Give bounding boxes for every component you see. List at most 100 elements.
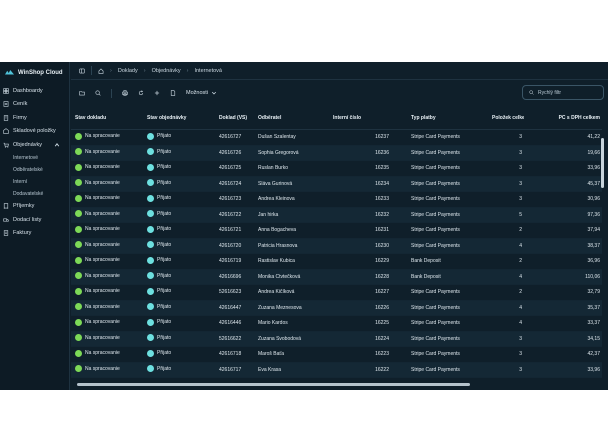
- brand[interactable]: WinShop Cloud: [5, 67, 63, 79]
- quick-filter-placeholder: Rychlý filtr: [538, 89, 562, 96]
- column-header-typ-platby[interactable]: Typ platby: [411, 114, 436, 121]
- table-row[interactable]: Na spracovanie Přijato 52616623 Andrea Kičí…: [71, 285, 602, 301]
- status-text: Na spracovanie: [85, 210, 120, 217]
- cell-stav-objednavky: Přijato: [143, 334, 215, 343]
- refresh-icon[interactable]: [138, 90, 144, 96]
- table-row[interactable]: Na spracovanie Přijato 42616718 Maroš Baťa 1…: [71, 347, 602, 363]
- brand-logo-icon: [5, 70, 14, 75]
- cell-pc-s-dph: 30,96: [587, 196, 600, 203]
- breadcrumb-item[interactable]: Doklady: [117, 67, 138, 74]
- status-text: Na spracovanie: [85, 195, 120, 202]
- status-dot-icon: [75, 148, 82, 156]
- cell-polozek-celkem: 3: [519, 134, 522, 141]
- order-status-dot-icon: [147, 148, 154, 156]
- order-status-dot-icon: [147, 318, 154, 326]
- sidebar-item-prijemky[interactable]: Příjemky: [0, 200, 70, 214]
- cell-stav-objednavky: Přijato: [143, 194, 215, 204]
- cell-odberatel: Andrea Kičíková: [258, 289, 295, 296]
- breadcrumb-separator: ›: [143, 67, 146, 74]
- cell-polozek-celkem: 3: [519, 149, 522, 156]
- breadcrumb: › Doklady › Objednávky › Internetová: [71, 62, 608, 80]
- sidebar-subitem-odberatelske[interactable]: Odběratelské: [13, 166, 43, 173]
- sidebar-item-label: Skladové položky: [13, 128, 56, 135]
- cell-doklad: 42616721: [219, 227, 242, 234]
- column-header-stav-objednavky[interactable]: Stav objednávky: [147, 114, 187, 121]
- add-icon[interactable]: [154, 90, 160, 96]
- status-dot-icon: [75, 318, 82, 326]
- table-row[interactable]: Na spracovanie Přijato 52616622 Zuzana Svob…: [71, 331, 602, 347]
- home-icon[interactable]: [98, 67, 104, 74]
- cell-doklad: 42616719: [219, 258, 242, 265]
- sidebar-item-label: Příjemky: [13, 203, 35, 210]
- table-row[interactable]: Na spracovanie Přijato 42616724 Slávа Gurin…: [71, 176, 602, 192]
- invoice-icon: [3, 230, 9, 236]
- cell-stav-objednavky: Přijato: [143, 148, 215, 157]
- status-text: Na spracovanie: [85, 272, 120, 279]
- table-row[interactable]: Na spracovanie Přijato 42616727 Dušan Szale…: [71, 130, 602, 146]
- order-status-dot-icon: [147, 334, 154, 342]
- column-header-doklad[interactable]: Doklad (VS): [219, 114, 248, 121]
- table-row[interactable]: Na spracovanie Přijato 42616720 Patricia Hr…: [71, 238, 602, 254]
- horizontal-scrollbar[interactable]: [77, 383, 470, 386]
- cell-stav-dokladu: Na spracovanie: [71, 349, 143, 359]
- column-header-interni-cislo[interactable]: Interní číslo: [333, 114, 362, 121]
- table-header: Stav dokladu Stav objednávky Doklad (VS)…: [71, 106, 602, 130]
- sidebar-item-skladove-polozky[interactable]: Skladové položky: [0, 125, 70, 139]
- cell-doklad: 42616447: [219, 304, 242, 311]
- sidebar-item-firmy[interactable]: Firmy: [0, 111, 70, 125]
- sidebar-toggle-icon[interactable]: [79, 68, 85, 74]
- table-row[interactable]: Na spracovanie Přijato 42616726 Sophia Greg…: [71, 145, 602, 161]
- table-row[interactable]: Na spracovanie Přijato 42616717 Eva Krasa 16…: [71, 362, 602, 378]
- status-text: Na spracovanie: [85, 319, 120, 326]
- cell-stav-dokladu: Na spracovanie: [71, 225, 143, 235]
- table-row[interactable]: Na spracovanie Přijato 42616721 Anna Bogach…: [71, 223, 602, 239]
- table-row[interactable]: Na spracovanie Přijato 42616723 Andrea Klei…: [71, 192, 602, 208]
- column-header-polozek-celkem[interactable]: Položek celkem: [492, 114, 524, 121]
- sidebar-item-dashboardy[interactable]: Dashboardy: [0, 84, 70, 98]
- chevron-up-icon[interactable]: [54, 142, 60, 148]
- table-row[interactable]: Na spracovanie Přijato 42616719 Rastislav K…: [71, 254, 602, 270]
- cell-polozek-celkem: 4: [519, 273, 522, 280]
- cell-stav-objednavky: Přijato: [143, 349, 215, 359]
- print-icon[interactable]: [122, 90, 128, 96]
- sidebar-subitem-internetove[interactable]: Internetové: [13, 154, 39, 161]
- status-dot-icon: [75, 210, 82, 218]
- column-header-odberatel[interactable]: Odběratel: [258, 114, 282, 121]
- cell-stav-dokladu: Na spracovanie: [71, 132, 143, 142]
- cell-interni-cislo: 16235: [375, 165, 389, 172]
- table-row[interactable]: Na spracovanie Přijato 42616446 Mario Kardo…: [71, 316, 602, 332]
- more-options-button[interactable]: Možnosti: [186, 90, 217, 96]
- table-row[interactable]: Na spracovanie Přijato 42616725 Ruslan Burk…: [71, 161, 602, 177]
- cell-polozek-celkem: 3: [519, 196, 522, 203]
- sidebar-item-cenik[interactable]: Ceník: [0, 98, 70, 112]
- sidebar-item-dodaci-listy[interactable]: Dodací listy: [0, 213, 70, 227]
- order-status-text: Přijato: [157, 226, 172, 233]
- status-dot-icon: [75, 241, 82, 249]
- sidebar-item-faktury[interactable]: Faktury: [0, 227, 70, 241]
- cell-pc-s-dph: 19,66: [587, 149, 600, 156]
- sidebar-item-label: Faktury: [13, 230, 32, 237]
- order-status-text: Přijato: [157, 350, 172, 357]
- breadcrumb-current: Internetová: [194, 67, 222, 74]
- status-text: Na spracovanie: [85, 303, 120, 310]
- vertical-scrollbar[interactable]: [601, 138, 604, 188]
- table-row[interactable]: Na spracovanie Přijato 42616447 Zuzana Mezn…: [71, 300, 602, 316]
- folder-icon[interactable]: [79, 90, 85, 96]
- cell-interni-cislo: 16226: [375, 304, 389, 311]
- document-icon[interactable]: [170, 90, 176, 96]
- column-header-stav-dokladu[interactable]: Stav dokladu: [75, 114, 107, 121]
- breadcrumb-item[interactable]: Objednávky: [151, 67, 181, 74]
- table-row[interactable]: Na spracovanie Přijato 42616696 Monika Čtvt…: [71, 269, 602, 285]
- table-row[interactable]: Na spracovanie Přijato 42616722 Jan hirka 16…: [71, 207, 602, 223]
- cell-pc-s-dph: 36,96: [587, 258, 600, 265]
- status-dot-icon: [75, 272, 82, 280]
- column-header-pc-s-dph[interactable]: PC s DPH celkem: [558, 114, 600, 121]
- sidebar-item-label: Objednávky: [13, 141, 43, 148]
- cell-polozek-celkem: 3: [519, 335, 522, 342]
- sidebar: WinShop Cloud Dashboardy Ceník Firmy Skl…: [0, 62, 70, 390]
- quick-filter-input[interactable]: Rychlý filtr: [522, 85, 604, 100]
- sidebar-subitem-dodavatelske[interactable]: Dodavatelské: [13, 190, 44, 197]
- sidebar-item-objednavky[interactable]: Objednávky: [0, 138, 70, 152]
- search-icon[interactable]: [95, 90, 101, 96]
- sidebar-subitem-interni[interactable]: Interní: [13, 178, 28, 185]
